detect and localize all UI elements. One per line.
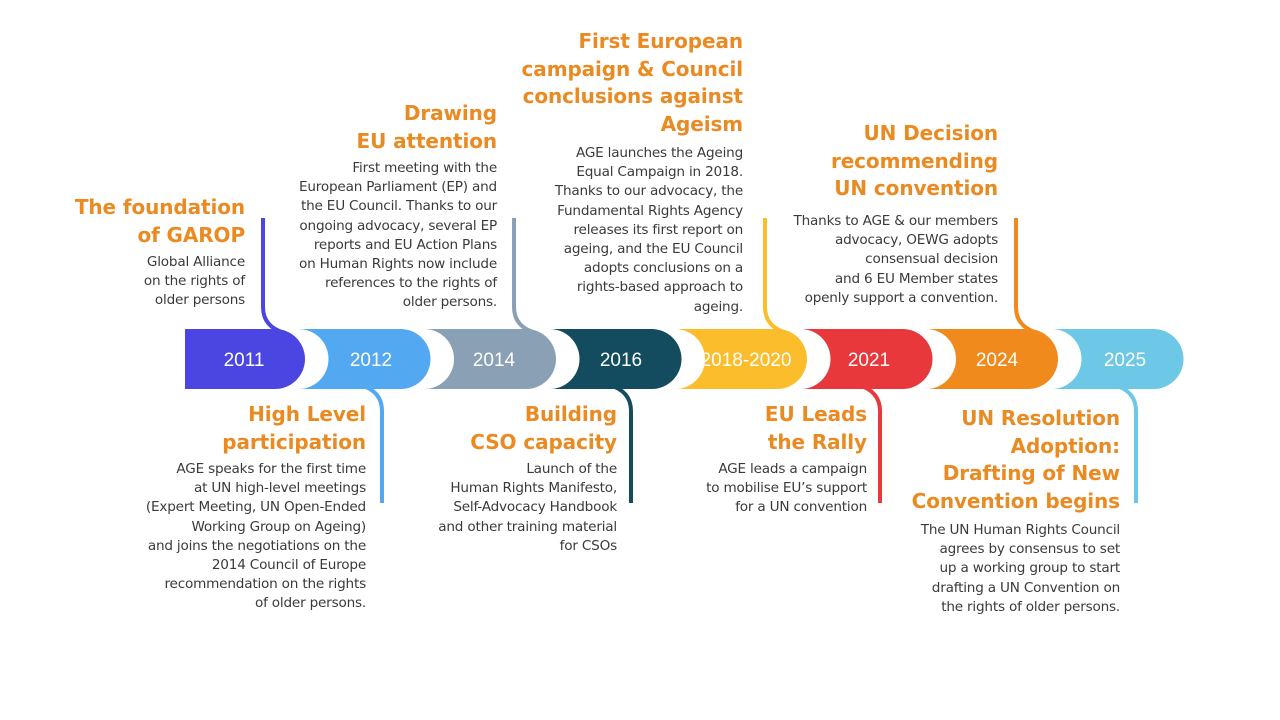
connector-line-2018-2020 bbox=[763, 218, 788, 335]
milestone-title-2016: Building CSO capacity bbox=[470, 402, 617, 454]
year-label-2018-2020: 2018-2020 bbox=[701, 350, 792, 371]
year-label-2024: 2024 bbox=[976, 350, 1019, 371]
timeline-segment-2012 bbox=[298, 329, 431, 389]
timeline-connectors bbox=[261, 218, 1138, 503]
milestone-text-2021: AGE leads a campaign to mobilise EU’s su… bbox=[706, 461, 867, 516]
milestone-text-2024: Thanks to AGE & our members advocacy, OE… bbox=[793, 213, 999, 306]
timeline-segment-2018-2020 bbox=[675, 329, 807, 389]
year-label-2014: 2014 bbox=[473, 350, 516, 371]
timeline-segment-2011 bbox=[185, 329, 305, 389]
milestone-title-2021: EU Leads the Rally bbox=[764, 402, 867, 454]
timeline-segment-2025 bbox=[1051, 329, 1184, 389]
timeline-year-labels: 2011 2012 2014 2016 2018-2020 2021 2024 … bbox=[224, 350, 1147, 371]
milestone-text-2018-2020: AGE launches the Ageing Equal Campaign i… bbox=[554, 145, 743, 315]
milestone-title-2014: Drawing EU attention bbox=[356, 101, 498, 153]
milestone-text-2014: First meeting with the European Parliame… bbox=[298, 160, 497, 311]
timeline-segment-2021 bbox=[800, 329, 933, 389]
milestone-text-2011: Global Alliance on the rights of older p… bbox=[143, 254, 245, 309]
milestone-title-2012: High Level participation bbox=[222, 402, 366, 454]
milestone-title-2011: The foundation of GAROP bbox=[74, 195, 245, 247]
connector-line-2024 bbox=[1014, 218, 1039, 335]
connector-line-2011 bbox=[261, 218, 286, 335]
connector-line-2025 bbox=[1113, 383, 1138, 503]
milestone-text-2025: The UN Human Rights Council agrees by co… bbox=[920, 522, 1120, 615]
milestone-text-2012: AGE speaks for the first time at UN high… bbox=[145, 461, 366, 612]
connector-line-2012 bbox=[359, 383, 384, 503]
timeline-segment-2014 bbox=[424, 329, 556, 389]
timeline-segments bbox=[185, 329, 1184, 389]
timeline-segment-2016 bbox=[549, 329, 682, 389]
milestone-text-2016: Launch of the Human Rights Manifesto, Se… bbox=[438, 461, 617, 554]
year-label-2025: 2025 bbox=[1104, 350, 1146, 371]
connector-line-2014 bbox=[512, 218, 537, 335]
connector-line-2016 bbox=[608, 383, 633, 503]
timeline-segment-2024 bbox=[926, 329, 1058, 389]
year-label-2016: 2016 bbox=[600, 350, 642, 371]
year-label-2021: 2021 bbox=[848, 350, 890, 371]
connector-line-2021 bbox=[857, 383, 882, 503]
year-label-2011: 2011 bbox=[224, 350, 265, 371]
year-label-2012: 2012 bbox=[350, 350, 392, 371]
milestone-title-2018-2020: First European campaign & Council conclu… bbox=[521, 29, 744, 136]
milestone-title-2024: UN Decision recommending UN convention bbox=[830, 121, 998, 200]
milestone-title-2025: UN Resolution Adoption: Drafting of New … bbox=[911, 406, 1120, 513]
